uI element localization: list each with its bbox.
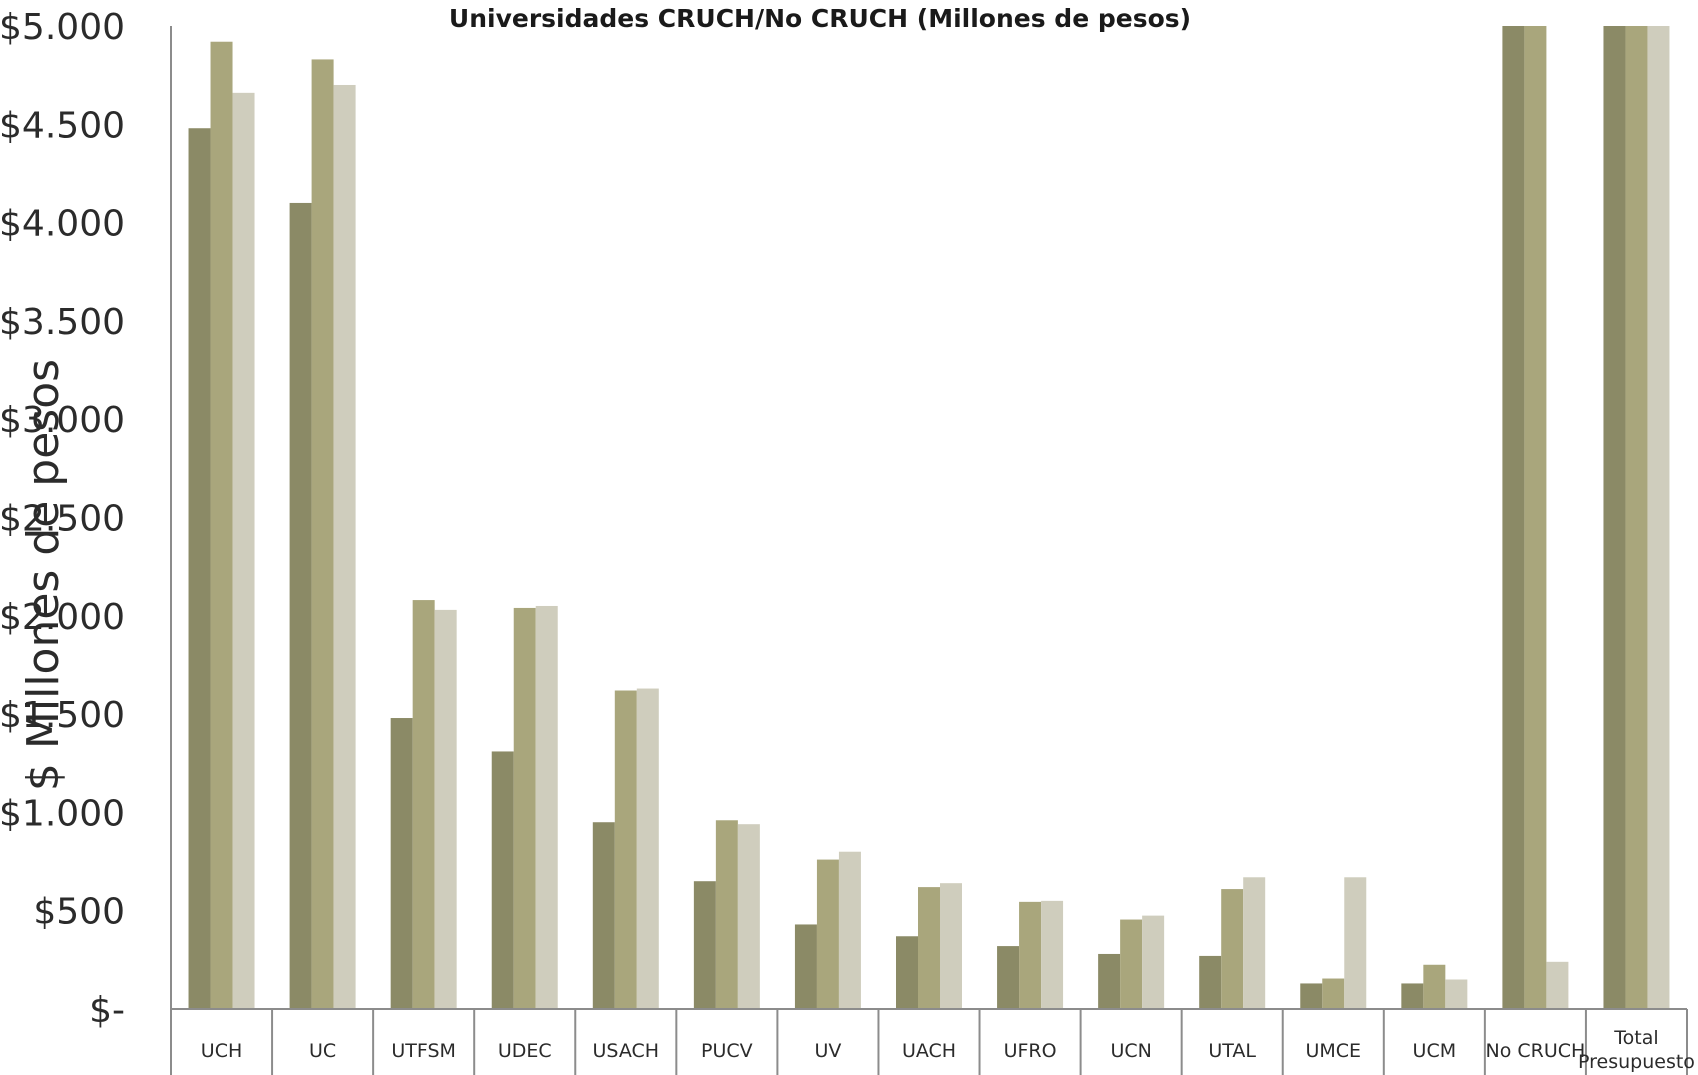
x-tick-label: UV (814, 1040, 841, 1062)
y-tick-label: $2.500 (0, 499, 125, 540)
bar (918, 887, 940, 1009)
bar (390, 718, 413, 1009)
y-tick-label: $5.000 (0, 7, 125, 48)
y-tick-labels: $- $500 $1.000 $1.500 $2.000 $2.500 $3.000 $3.5… (0, 7, 125, 1031)
x-tick-label: UTAL (1208, 1040, 1256, 1062)
y-tick-label: $1.500 (0, 695, 125, 736)
bar (1445, 979, 1468, 1009)
x-tick-label: No CRUCH (1485, 1040, 1585, 1062)
x-tick-label: UCM (1413, 1040, 1457, 1062)
bar (1502, 26, 1525, 1009)
x-tick-label: PUCV (701, 1040, 753, 1062)
bar (1401, 983, 1424, 1009)
bar (1625, 26, 1648, 1009)
y-tick-label: $3.000 (0, 400, 125, 441)
bar (1546, 961, 1569, 1009)
bar (1142, 915, 1165, 1009)
y-tick-label: $500 (33, 892, 125, 933)
bar (1041, 900, 1064, 1009)
y-tick-label: $1.000 (0, 793, 125, 834)
x-tick-label: UC (309, 1040, 336, 1062)
bar (412, 600, 435, 1009)
x-tick-label: UCH (201, 1040, 242, 1062)
bar (289, 202, 312, 1009)
bar (794, 924, 817, 1009)
bar (1647, 26, 1670, 1009)
x-tick-label: UTFSM (391, 1040, 456, 1062)
category-axis: UCH UC UTFSM UDEC USACH PUCV UV UACH UFRO UCN UTAL… (170, 1009, 1695, 1075)
bar (1019, 901, 1042, 1009)
y-tick-label: $- (89, 990, 125, 1031)
bar (232, 92, 255, 1010)
bar (1423, 964, 1446, 1009)
bar (188, 128, 211, 1009)
bar (1243, 877, 1266, 1009)
bar (1120, 919, 1143, 1009)
bar (693, 881, 716, 1009)
y-tick-label: $4.500 (0, 105, 125, 146)
y-axis-label: $ Millones de pesos (18, 359, 69, 791)
bar (997, 946, 1020, 1009)
y-tick-label: $3.500 (0, 302, 125, 343)
bar (592, 822, 615, 1009)
bar (838, 851, 861, 1009)
bar (311, 59, 334, 1010)
bar (513, 607, 536, 1009)
bar (333, 84, 356, 1010)
bars-layer (188, 26, 1670, 1010)
bar (715, 820, 738, 1009)
bar (1344, 877, 1367, 1009)
bar (636, 688, 659, 1009)
bar (1300, 983, 1323, 1009)
bar (1603, 26, 1626, 1009)
x-tick-label: Total Presupuesto (1578, 1027, 1695, 1073)
x-tick-label: USACH (593, 1040, 660, 1062)
x-tick-label: UACH (902, 1040, 956, 1062)
bar (816, 859, 839, 1009)
bar (535, 605, 558, 1009)
chart-title: Universidades CRUCH/No CRUCH (Millones d… (449, 4, 1191, 33)
x-tick-label: UDEC (498, 1040, 552, 1062)
bar (210, 41, 233, 1009)
bar (491, 751, 514, 1009)
y-tick-label: $2.000 (0, 597, 125, 638)
bar (1221, 889, 1244, 1009)
bar (940, 883, 962, 1009)
x-tick-label: UFRO (1004, 1040, 1057, 1062)
bar (1098, 953, 1121, 1009)
bar (1524, 26, 1547, 1009)
bar (896, 936, 918, 1009)
y-tick-label: $4.000 (0, 204, 125, 245)
bar (1199, 955, 1222, 1009)
bar (434, 609, 457, 1009)
bar (614, 690, 637, 1009)
x-tick-label: UCN (1110, 1040, 1151, 1062)
x-tick-label: UMCE (1305, 1040, 1361, 1062)
bar (737, 824, 760, 1009)
bar (1322, 978, 1345, 1009)
